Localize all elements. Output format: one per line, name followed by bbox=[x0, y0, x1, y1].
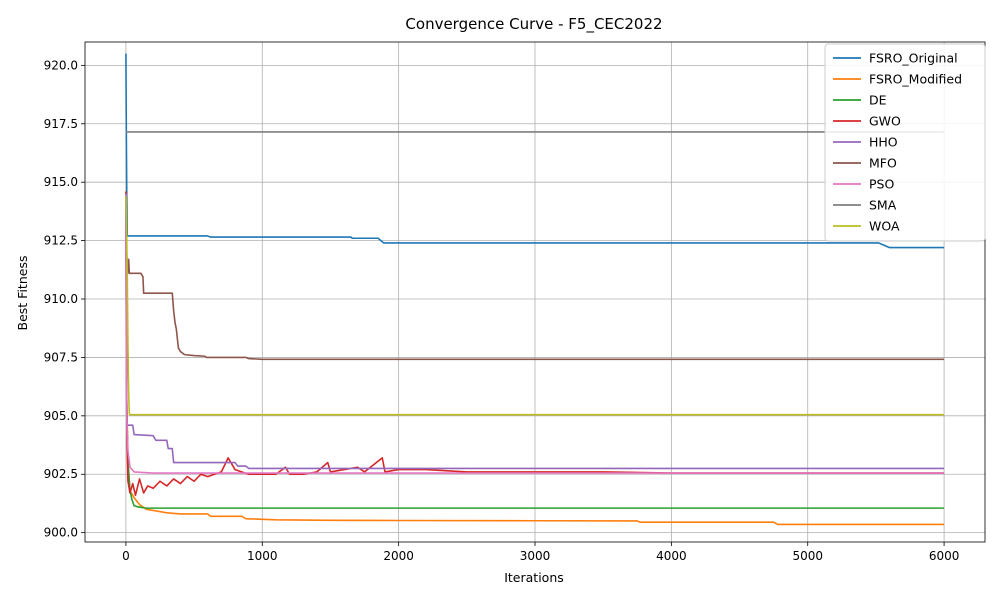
y-tick-label: 915.0 bbox=[44, 175, 78, 189]
chart-title: Convergence Curve - F5_CEC2022 bbox=[405, 15, 662, 34]
y-tick-label: 912.5 bbox=[44, 234, 78, 248]
y-tick-label: 905.0 bbox=[44, 409, 78, 423]
x-tick-label: 0 bbox=[122, 549, 130, 563]
x-tick-label: 6000 bbox=[929, 549, 960, 563]
y-tick-label: 910.0 bbox=[44, 292, 78, 306]
y-tick-label: 907.5 bbox=[44, 350, 78, 364]
legend-label: PSO bbox=[869, 177, 894, 192]
series-line-gwo bbox=[125, 191, 945, 497]
legend-label: GWO bbox=[869, 114, 901, 129]
legend: FSRO_Original FSRO_Modified DE GWO HHO MFO PSO… bbox=[824, 43, 986, 242]
legend-label: MFO bbox=[869, 156, 897, 171]
legend-label: DE bbox=[869, 93, 887, 108]
legend-label: WOA bbox=[869, 219, 900, 234]
series-line-pso bbox=[125, 193, 945, 474]
y-tick-label: 917.5 bbox=[44, 117, 78, 131]
ticks: 0 1000 2000 3000 4000 5000 6000 900.0 902.5 905.0… bbox=[44, 58, 960, 563]
legend-label: HHO bbox=[869, 135, 898, 150]
y-tick-label: 902.5 bbox=[44, 467, 78, 481]
legend-label: FSRO_Original bbox=[869, 51, 958, 66]
series-line-fsro-original bbox=[125, 53, 945, 249]
series-layer bbox=[125, 53, 945, 526]
legend-box bbox=[824, 43, 986, 242]
series-line-fsro-modified bbox=[125, 217, 945, 526]
series-line-mfo bbox=[125, 228, 945, 361]
x-tick-label: 4000 bbox=[656, 549, 687, 563]
x-tick-label: 5000 bbox=[792, 549, 823, 563]
x-tick-label: 2000 bbox=[383, 549, 414, 563]
legend-label: FSRO_Modified bbox=[869, 72, 962, 87]
y-tick-label: 900.0 bbox=[44, 526, 78, 540]
series-line-woa bbox=[125, 196, 945, 416]
grid bbox=[85, 42, 985, 542]
y-axis-label: Best Fitness bbox=[15, 256, 30, 331]
x-tick-label: 1000 bbox=[247, 549, 278, 563]
x-axis-label: Iterations bbox=[504, 570, 564, 585]
x-tick-label: 3000 bbox=[520, 549, 551, 563]
y-tick-label: 920.0 bbox=[44, 58, 78, 72]
legend-label: SMA bbox=[869, 198, 897, 213]
